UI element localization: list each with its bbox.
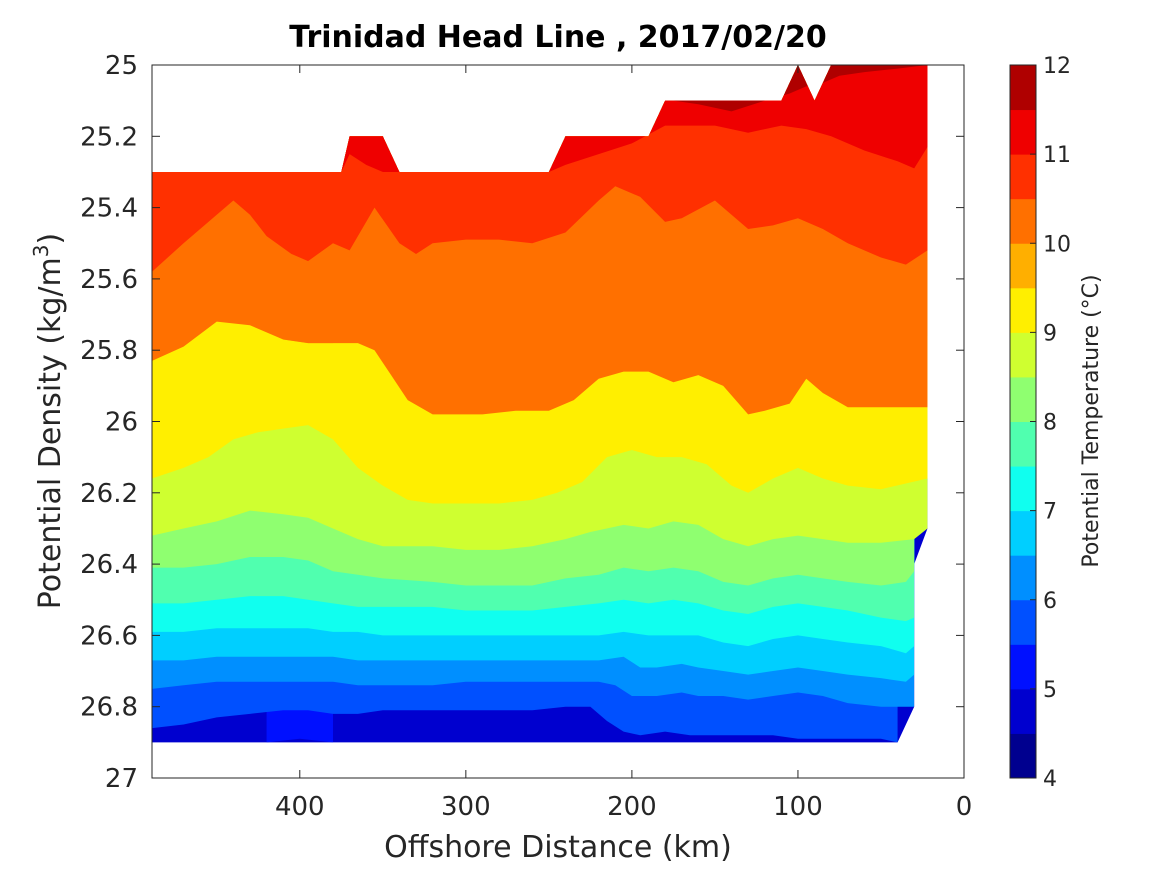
- colorbar-segment-7.5: [1010, 421, 1036, 467]
- x-axis-label: Offshore Distance (km): [384, 830, 732, 865]
- colorbar-tick-label: 6: [1043, 589, 1057, 614]
- colorbar-segment-5: [1010, 644, 1036, 690]
- x-tick-label: 400: [275, 792, 325, 822]
- colorbar-segment-8.5: [1010, 332, 1036, 378]
- colorbar-tick-label: 8: [1043, 411, 1057, 436]
- colorbar-segment-4.5: [1010, 688, 1036, 734]
- x-tick-label: 100: [773, 792, 823, 822]
- y-tick-label: 25.4: [80, 194, 138, 224]
- y-axis-label: Potential Density (kg/m3): [29, 233, 68, 609]
- x-axis: 400 300 200 100 0: [275, 65, 972, 822]
- colorbar-segment-9.5: [1010, 243, 1036, 289]
- colorbar-segment-8: [1010, 376, 1036, 422]
- plot-area: [152, 65, 928, 743]
- y-tick-label: 25.6: [80, 265, 138, 295]
- y-tick-label: 26.2: [80, 479, 138, 509]
- y-tick-label: 26.4: [80, 550, 138, 580]
- colorbar-tick-label: 5: [1043, 678, 1057, 703]
- colorbar-tick-label: 11: [1043, 143, 1071, 168]
- colorbar-segment-4: [1010, 733, 1036, 779]
- y-tick-label: 26.6: [80, 621, 138, 651]
- colorbar-segment-7: [1010, 466, 1036, 512]
- colorbar-tick-label: 9: [1043, 321, 1057, 346]
- colorbar-segment-11.5: [1010, 65, 1036, 111]
- colorbar: 12 11 10 9 8 7 6 5 4: [1009, 54, 1071, 792]
- colorbar-segment-9: [1010, 287, 1036, 333]
- colorbar-tick-label: 4: [1043, 767, 1057, 792]
- y-tick-label: 25: [105, 51, 138, 81]
- colorbar-label: Potential Temperature (°C): [1079, 274, 1104, 567]
- colorbar-segment-5.5: [1010, 599, 1036, 645]
- x-tick-label: 0: [956, 792, 973, 822]
- y-tick-label: 27: [105, 764, 138, 794]
- colorbar-tick-label: 12: [1043, 54, 1071, 79]
- y-tick-label: 26.8: [80, 693, 138, 723]
- colorbar-segment-11: [1010, 109, 1036, 155]
- y-tick-label: 25.2: [80, 122, 138, 152]
- x-tick-label: 300: [441, 792, 491, 822]
- y-axis-label-superscript: 3: [29, 244, 53, 257]
- y-tick-label: 26: [105, 408, 138, 438]
- x-tick-label: 200: [607, 792, 657, 822]
- colorbar-tick-label: 7: [1043, 500, 1057, 525]
- chart-title: Trinidad Head Line , 2017/02/20: [289, 20, 826, 55]
- colorbar-segment-6: [1010, 555, 1036, 601]
- y-axis: 25 25.2 25.4 25.6 25.8 26 26.2 26.4 26.6 26.8 27: [80, 51, 964, 794]
- y-axis-label-main: Potential Density (kg/m: [33, 257, 68, 609]
- colorbar-tick-label: 10: [1043, 232, 1071, 257]
- y-axis-label-tail: ): [33, 233, 68, 245]
- colorbar-segment-6.5: [1010, 510, 1036, 556]
- colorbar-segment-10.5: [1010, 154, 1036, 200]
- y-tick-label: 25.8: [80, 336, 138, 366]
- colorbar-segment-10: [1010, 198, 1036, 244]
